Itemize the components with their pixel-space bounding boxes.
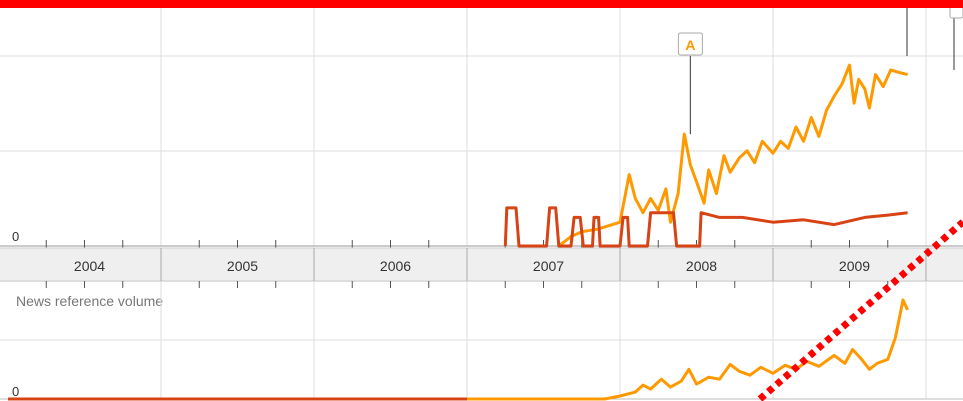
news-panel-title: News reference volume	[16, 293, 163, 309]
annotation-box[interactable]	[677, 32, 703, 56]
year-label: 2006	[380, 258, 411, 274]
year-label: 2007	[533, 258, 564, 274]
red-top-bar	[0, 0, 963, 8]
year-strip-background	[0, 248, 963, 282]
search-zero-label: 0	[12, 229, 19, 244]
search-volume-panel: 0	[0, 8, 963, 248]
red-dotted-line	[757, 219, 963, 401]
search-series-line	[503, 206, 908, 248]
search-series-line	[557, 63, 908, 248]
search-panel-grid	[0, 8, 963, 246]
annotation-layer: A	[677, 32, 703, 135]
series-layer	[8, 63, 909, 401]
year-axis-strip: 2004200520062007200820092010	[0, 247, 963, 288]
news-series-line	[467, 298, 909, 401]
annotation-label[interactable]: A	[685, 37, 695, 53]
year-label: 2005	[227, 258, 258, 274]
year-strip-ticks	[45, 248, 927, 288]
year-label: 2004	[74, 258, 105, 274]
search-panel-background	[0, 8, 963, 248]
news-zero-label: 0	[12, 384, 19, 399]
year-label: 2009	[839, 258, 870, 274]
news-volume-panel: News reference volume 0	[0, 282, 963, 400]
year-label: 2008	[686, 258, 717, 274]
year-labels: 2004200520062007200820092010	[74, 258, 870, 274]
